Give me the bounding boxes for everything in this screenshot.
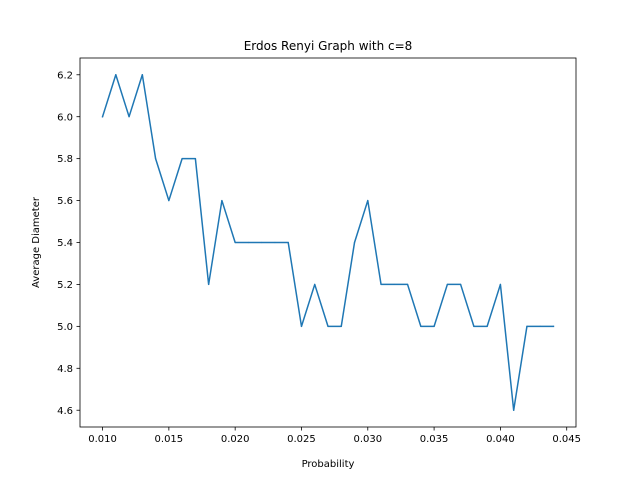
x-tick-label: 0.035	[420, 434, 449, 445]
data-point	[181, 158, 183, 160]
x-tick-label: 0.040	[486, 434, 515, 445]
data-point	[473, 325, 475, 327]
data-point	[234, 241, 236, 244]
data-point	[393, 283, 395, 286]
y-tick-label: 5.0	[57, 322, 73, 333]
data-point	[128, 116, 130, 118]
y-tick-label: 4.8	[57, 364, 73, 375]
x-tick-label: 0.015	[155, 434, 184, 445]
data-point	[446, 283, 448, 286]
data-point	[274, 241, 276, 244]
data-point	[101, 116, 104, 118]
data-point	[380, 283, 382, 286]
x-axis-ticks: 0.010 0.015 0.020 0.025 0.030 0.035 0.040 0.045	[88, 427, 581, 445]
data-point	[406, 283, 409, 286]
data-point	[247, 241, 250, 244]
data-point	[300, 325, 303, 327]
x-tick-label: 0.020	[221, 434, 250, 445]
data-point	[552, 325, 555, 327]
data-point	[513, 409, 515, 411]
data-point	[353, 241, 356, 244]
plot-area	[80, 58, 576, 427]
y-axis-ticks: 4.6 4.8 5.0 5.2 5.4 5.6 5.8 6.0 6.2	[57, 70, 80, 417]
x-tick-label: 0.025	[287, 434, 316, 445]
x-tick-label: 0.010	[88, 434, 117, 445]
data-point	[168, 199, 170, 202]
data-point	[433, 325, 435, 327]
y-tick-label: 4.6	[57, 406, 73, 417]
data-point	[420, 325, 422, 327]
data-point	[539, 325, 541, 327]
y-tick-label: 6.2	[57, 70, 73, 81]
data-point	[154, 158, 157, 160]
y-tick-label: 5.8	[57, 154, 73, 165]
data-point	[327, 325, 329, 327]
data-point	[460, 283, 462, 286]
y-tick-label: 5.6	[57, 196, 73, 207]
y-tick-label: 5.2	[57, 280, 73, 291]
y-axis-label: Average Diameter	[31, 196, 42, 288]
x-axis-label: Probability	[302, 459, 355, 470]
data-point	[221, 199, 223, 202]
data-point	[115, 74, 117, 76]
chart-title: Erdos Renyi Graph with c=8	[244, 39, 413, 53]
series-layer	[101, 74, 555, 411]
data-point	[367, 199, 369, 202]
data-point	[208, 283, 210, 286]
data-point	[486, 325, 488, 327]
data-point	[499, 283, 502, 286]
data-point	[340, 325, 342, 327]
data-point	[287, 241, 289, 244]
x-tick-label: 0.045	[552, 434, 581, 445]
data-point	[526, 325, 528, 327]
data-point	[194, 158, 196, 160]
y-tick-label: 5.4	[57, 238, 73, 249]
data-point	[314, 283, 316, 286]
y-tick-label: 6.0	[57, 112, 73, 123]
data-point	[261, 241, 263, 244]
data-point	[141, 74, 143, 76]
x-tick-label: 0.030	[353, 434, 382, 445]
